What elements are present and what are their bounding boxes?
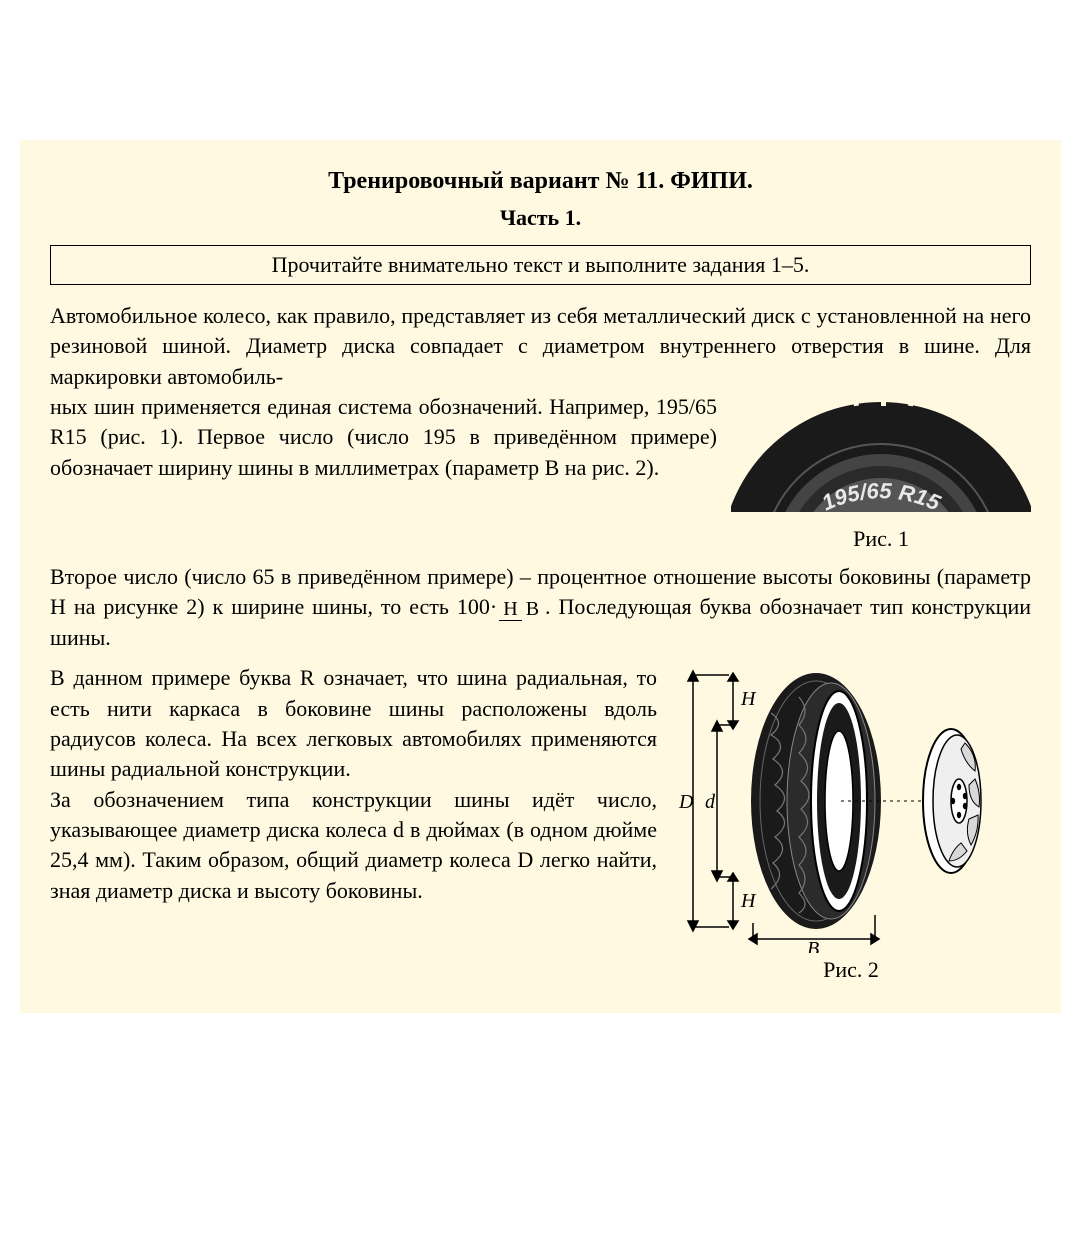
paragraph-1a: Автомобильное колесо, как правило, предс… (50, 301, 1031, 392)
fraction-numerator: H (499, 598, 521, 621)
instruction-box: Прочитайте внимательно текст и выполните… (50, 245, 1031, 285)
fraction-denominator: B (522, 598, 543, 620)
svg-text:D: D (678, 791, 694, 813)
paragraph-3a: В данном примере буква R означает, что ш… (50, 663, 657, 784)
block-text-figure-2: В данном примере буква R означает, что ш… (50, 663, 1031, 983)
paragraph-3b: За обозначением типа конструкции шины ид… (50, 785, 657, 906)
fraction-hb: HB (499, 599, 543, 620)
svg-text:d: d (705, 791, 716, 813)
document-title: Тренировочный вариант № 11. ФИПИ. (50, 168, 1031, 195)
document-page: Тренировочный вариант № 11. ФИПИ. Часть … (20, 140, 1061, 1013)
figure-1-caption: Рис. 1 (731, 526, 1031, 552)
figure-2-caption: Рис. 2 (671, 957, 1031, 983)
paragraph-2: Второе число (число 65 в приведённом при… (50, 562, 1031, 653)
svg-text:H: H (740, 688, 757, 710)
block-text-figure-1: ных шин применяется единая система обо­з… (50, 392, 1031, 552)
figure-1: 195/65 R15 Рис. 1 (731, 392, 1031, 552)
tire-diagram-icon: D d H (671, 663, 1031, 953)
paragraph-3-wrap: В данном примере буква R означает, что ш… (50, 663, 657, 983)
tire-top-icon: 195/65 R15 (731, 392, 1031, 522)
svg-text:B: B (807, 938, 819, 953)
svg-text:H: H (740, 890, 757, 912)
document-subtitle: Часть 1. (50, 205, 1031, 231)
figure-2: D d H (671, 663, 1031, 983)
paragraph-1b: ных шин применяется единая система обо­з… (50, 392, 717, 552)
